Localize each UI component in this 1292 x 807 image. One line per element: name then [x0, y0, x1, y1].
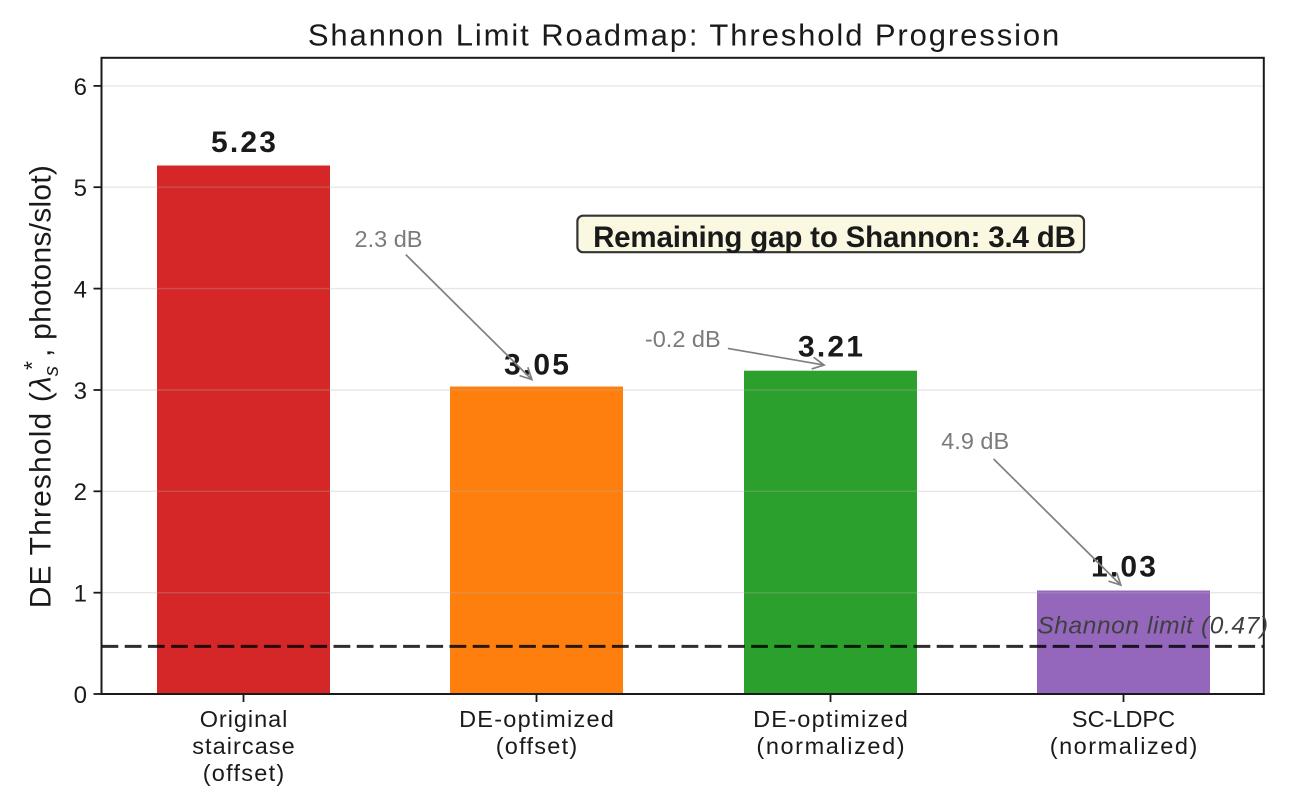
svg-text:3.05: 3.05 [504, 348, 571, 381]
svg-text:3: 3 [74, 378, 87, 405]
svg-text:-0.2 dB: -0.2 dB [645, 326, 721, 352]
svg-text:6: 6 [74, 74, 87, 101]
svg-text:DE-optimized: DE-optimized [459, 706, 615, 732]
svg-text:5.23: 5.23 [211, 126, 278, 159]
svg-text:4.9 dB: 4.9 dB [941, 428, 1009, 454]
svg-text:SC-LDPC: SC-LDPC [1072, 706, 1175, 732]
svg-text:0: 0 [74, 682, 87, 709]
svg-text:1.03: 1.03 [1091, 550, 1158, 583]
svg-text:(normalized): (normalized) [1050, 733, 1199, 759]
svg-text:1: 1 [74, 581, 87, 608]
svg-text:Shannon Limit Roadmap: Thresho: Shannon Limit Roadmap: Threshold Progres… [308, 18, 1061, 53]
svg-text:(offset): (offset) [203, 760, 286, 786]
svg-text:(offset): (offset) [496, 733, 579, 759]
svg-text:DE-optimized: DE-optimized [753, 706, 909, 732]
svg-text:Remaining gap to Shannon: 3.4: Remaining gap to Shannon: 3.4 dB [593, 221, 1076, 254]
svg-text:Shannon limit (0.47): Shannon limit (0.47) [1037, 613, 1268, 640]
svg-text:staircase: staircase [192, 733, 295, 759]
svg-text:2: 2 [74, 479, 87, 506]
svg-text:Original: Original [200, 706, 289, 732]
svg-text:3.21: 3.21 [798, 331, 865, 364]
svg-text:5: 5 [74, 175, 87, 202]
svg-text:(normalized): (normalized) [756, 733, 906, 759]
svg-text:DE Threshold (λs*, photons/slo: DE Threshold (λs*, photons/slot) [19, 165, 63, 608]
svg-text:4: 4 [74, 277, 87, 304]
svg-text:2.3 dB: 2.3 dB [355, 226, 423, 252]
